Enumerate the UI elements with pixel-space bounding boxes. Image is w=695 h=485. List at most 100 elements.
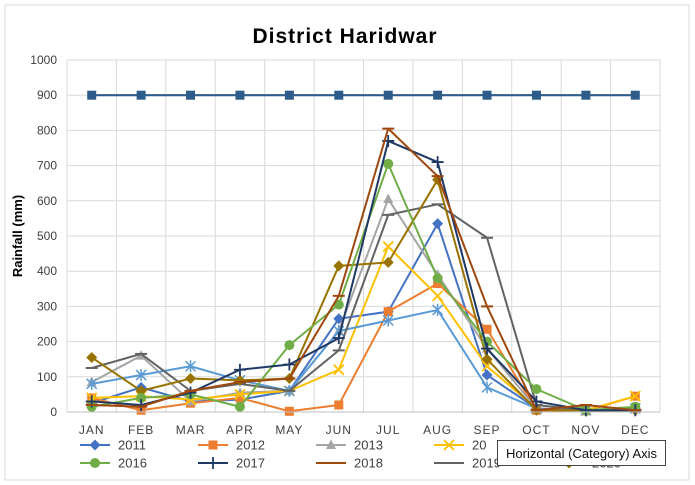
data-point	[284, 340, 295, 351]
legend-swatch-marker	[208, 440, 218, 450]
data-point	[235, 393, 245, 403]
data-point	[432, 303, 444, 316]
legend-swatch-marker	[90, 458, 100, 468]
data-point	[234, 388, 246, 401]
legend-item-2019[interactable]: 2019	[434, 456, 501, 471]
legend-swatch-marker	[89, 439, 101, 451]
data-point	[482, 90, 492, 100]
series-2017[interactable]	[85, 134, 642, 417]
legend-swatch-marker	[207, 457, 219, 469]
x-tick-label: JUL	[376, 423, 400, 437]
legend-label: 2016	[118, 456, 147, 471]
legend-item-2018[interactable]: 2018	[316, 456, 383, 471]
data-point	[234, 401, 245, 412]
data-point	[581, 90, 591, 100]
data-point	[383, 193, 394, 204]
x-tick-label: SEP	[474, 423, 501, 437]
plot-series	[85, 90, 642, 417]
data-point	[186, 90, 196, 100]
x-tick-label: OCT	[522, 423, 550, 437]
y-tick-label: 500	[37, 229, 57, 243]
data-point	[235, 90, 245, 100]
y-tick-label: 700	[37, 159, 57, 173]
legend-item-2013[interactable]: 2013	[316, 438, 383, 453]
chart-area-border	[4, 4, 690, 481]
data-point	[531, 90, 541, 100]
series-2018[interactable]	[85, 127, 642, 412]
axis-tooltip: Horizontal (Category) Axis	[497, 440, 666, 466]
x-tick-label: DEC	[621, 423, 649, 437]
data-point	[135, 369, 147, 382]
y-axis-title: Rainfall (mm)	[10, 195, 25, 277]
x-tick-label: MAR	[176, 423, 206, 437]
data-point	[433, 279, 443, 289]
legend-label: 2011	[118, 438, 146, 453]
y-tick-label: 0	[50, 405, 57, 419]
x-tick-label: MAY	[275, 423, 303, 437]
data-point	[284, 406, 294, 416]
data-point	[383, 90, 393, 100]
data-point	[482, 324, 492, 334]
data-point	[431, 290, 444, 302]
y-tick-label: 200	[37, 335, 57, 349]
data-point	[283, 358, 296, 371]
x-tick-label: NOV	[571, 423, 600, 437]
data-point	[334, 400, 344, 410]
legend-label: 20	[472, 438, 486, 453]
data-point	[629, 390, 641, 402]
y-tick-label: 400	[37, 264, 57, 278]
y-tick-label: 1000	[30, 53, 57, 67]
data-point	[431, 156, 444, 169]
data-point	[383, 158, 394, 169]
legend-item-2016[interactable]: 2016	[80, 456, 147, 471]
legend-label: 2018	[354, 456, 383, 471]
data-point	[333, 260, 345, 272]
data-point	[531, 384, 542, 395]
series-unnamed-0[interactable]	[87, 90, 640, 100]
x-tick-label: JUN	[326, 423, 352, 437]
data-point	[334, 90, 344, 100]
legend-item-2017[interactable]: 2017	[198, 456, 265, 471]
legend-swatch-marker	[326, 439, 336, 449]
y-tick-label: 800	[37, 123, 57, 137]
data-point	[333, 364, 345, 376]
data-point	[432, 218, 444, 230]
data-point	[284, 90, 294, 100]
data-point	[86, 377, 98, 390]
data-point	[136, 90, 146, 100]
legend-swatch-marker	[443, 439, 455, 451]
data-point	[481, 381, 493, 394]
data-point	[382, 240, 394, 253]
legend-item-2012[interactable]: 2012	[198, 438, 265, 453]
data-point	[382, 314, 394, 327]
legend-label: 2013	[354, 438, 383, 453]
series-line[interactable]	[91, 139, 636, 412]
data-point	[185, 360, 197, 373]
data-point	[383, 307, 393, 317]
data-point	[382, 256, 394, 268]
data-point	[333, 299, 344, 310]
data-point	[481, 353, 493, 365]
y-tick-label: 100	[37, 370, 57, 384]
data-point	[432, 273, 443, 284]
series-line[interactable]	[91, 127, 636, 412]
data-point	[481, 369, 493, 381]
x-tick-label: AUG	[423, 423, 452, 437]
legend-label: 2017	[236, 456, 265, 471]
data-point	[579, 404, 592, 417]
legend-item-20[interactable]: 20	[434, 438, 486, 453]
legend-item-2011[interactable]: 2011	[80, 438, 146, 453]
axes: 0 100 200 300 400 500 600 700 800 900 1000 JAN FEB MA…	[30, 53, 660, 437]
data-point	[86, 351, 98, 363]
series-line[interactable]	[91, 203, 636, 412]
data-point	[136, 392, 147, 403]
x-tick-label: APR	[226, 423, 254, 437]
x-tick-label: FEB	[128, 423, 154, 437]
data-point	[233, 363, 246, 376]
data-point	[87, 90, 97, 100]
data-point	[630, 90, 640, 100]
data-point	[185, 373, 197, 385]
legend-label: 2012	[236, 438, 265, 453]
